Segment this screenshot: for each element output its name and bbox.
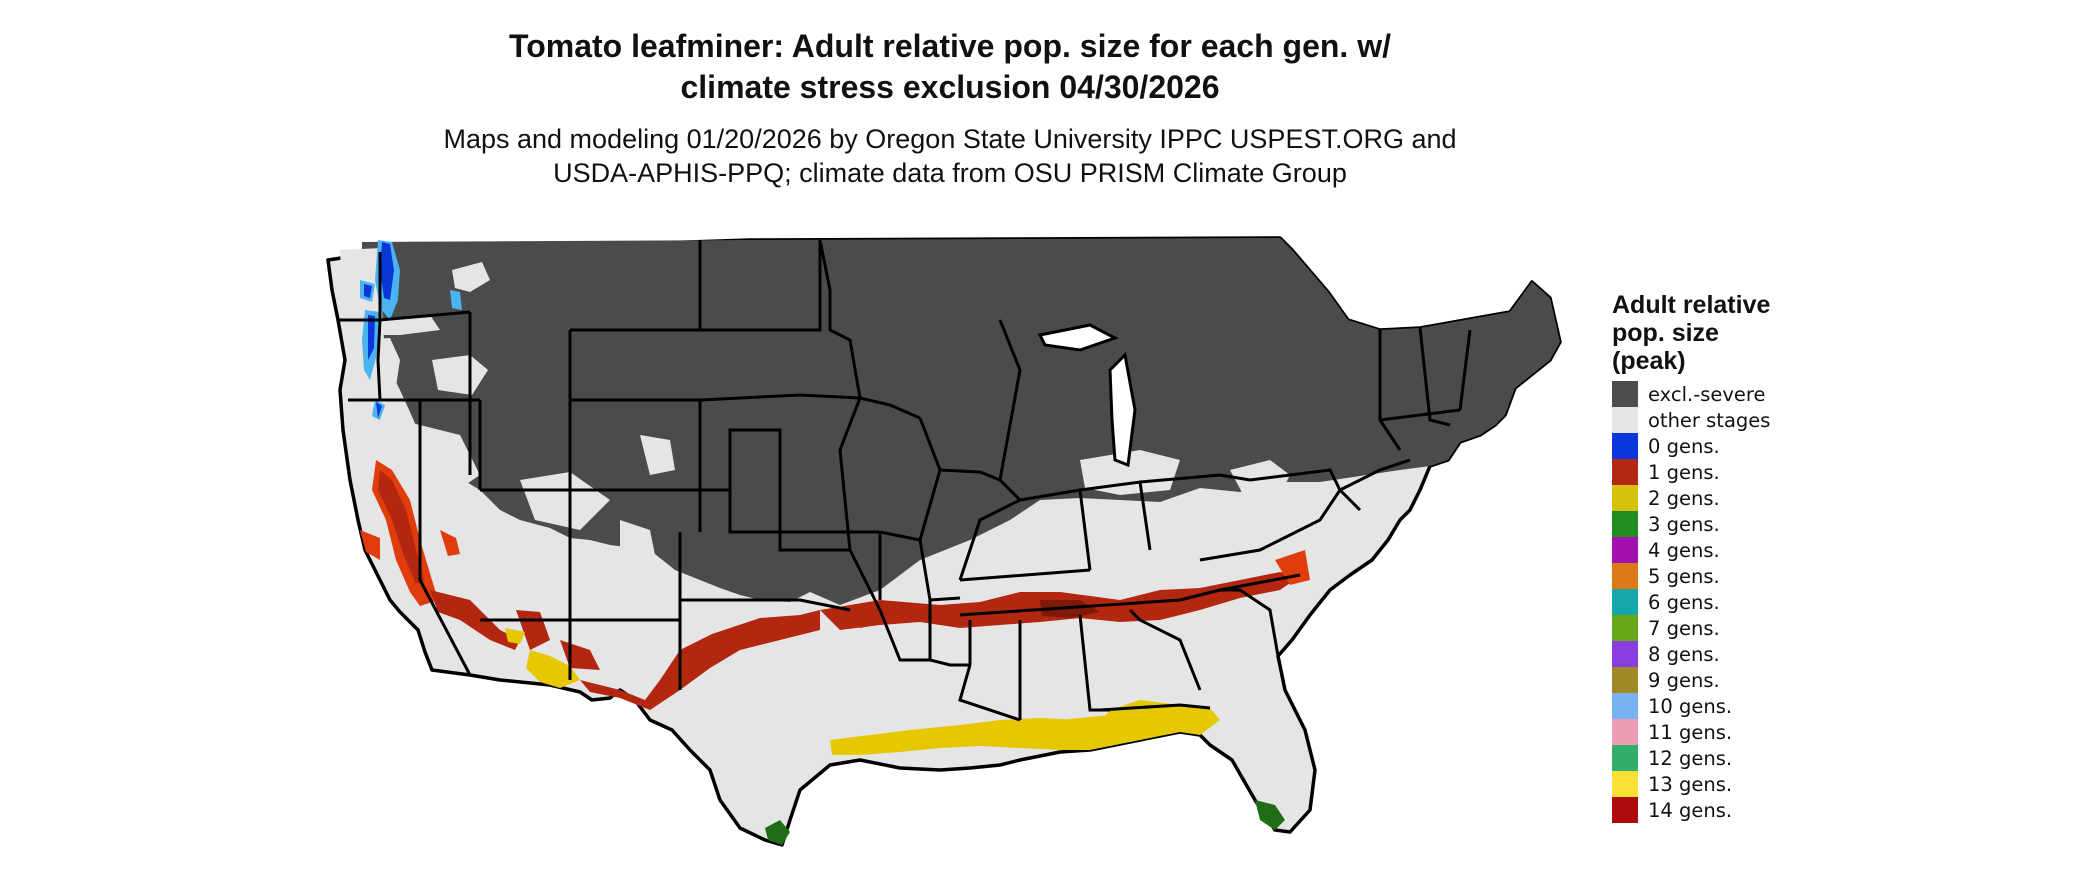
legend-swatch (1612, 771, 1638, 797)
legend-item: 1 gens. (1612, 459, 1912, 485)
legend-swatch (1612, 563, 1638, 589)
legend-item: 4 gens. (1612, 537, 1912, 563)
legend-title-line-3: (peak) (1612, 347, 1686, 375)
legend-label: 7 gens. (1648, 616, 1720, 640)
legend-item: 14 gens. (1612, 797, 1912, 823)
legend-item: 7 gens. (1612, 615, 1912, 641)
legend-item: other stages (1612, 407, 1912, 433)
legend-swatch (1612, 537, 1638, 563)
legend-label: other stages (1648, 408, 1771, 432)
legend-label: 10 gens. (1648, 694, 1733, 718)
legend-label: 13 gens. (1648, 772, 1733, 796)
legend-label: 6 gens. (1648, 590, 1720, 614)
legend-label: 11 gens. (1648, 720, 1733, 744)
legend-label: 5 gens. (1648, 564, 1720, 588)
legend-swatch (1612, 433, 1638, 459)
legend-swatch (1612, 589, 1638, 615)
legend-label: 8 gens. (1648, 642, 1720, 666)
legend-label: 3 gens. (1648, 512, 1720, 536)
legend-label: 12 gens. (1648, 746, 1733, 770)
legend-title: Adult relative pop. size (peak) (1612, 291, 1912, 375)
map-title: Tomato leafminer: Adult relative pop. si… (0, 26, 1900, 108)
legend-swatch (1612, 407, 1638, 433)
legend-item: 12 gens. (1612, 745, 1912, 771)
legend-swatch (1612, 745, 1638, 771)
map-subtitle: Maps and modeling 01/20/2026 by Oregon S… (0, 122, 1900, 190)
legend-item: 11 gens. (1612, 719, 1912, 745)
legend-swatch (1612, 459, 1638, 485)
legend-label: 2 gens. (1648, 486, 1720, 510)
legend-swatch (1612, 797, 1638, 823)
legend-title-line-1: Adult relative (1612, 291, 1771, 319)
map-legend: Adult relative pop. size (peak) excl.-se… (1612, 291, 1912, 823)
legend-item: 0 gens. (1612, 433, 1912, 459)
us-map (326, 236, 1562, 847)
state-borders (338, 239, 1472, 722)
legend-swatch (1612, 381, 1638, 407)
legend-item: 2 gens. (1612, 485, 1912, 511)
map-subtitle-line-2: USDA-APHIS-PPQ; climate data from OSU PR… (553, 158, 1347, 188)
legend-swatch (1612, 485, 1638, 511)
legend-swatch (1612, 667, 1638, 693)
legend-swatch (1612, 641, 1638, 667)
legend-item: 6 gens. (1612, 589, 1912, 615)
legend-item: excl.-severe (1612, 381, 1912, 407)
legend-title-line-2: pop. size (1612, 319, 1719, 347)
legend-label: 14 gens. (1648, 798, 1733, 822)
legend-item: 8 gens. (1612, 641, 1912, 667)
legend-label: 0 gens. (1648, 434, 1720, 458)
map-title-line-1: Tomato leafminer: Adult relative pop. si… (509, 28, 1391, 64)
three-gen-zones (765, 800, 1285, 845)
legend-label: 4 gens. (1648, 538, 1720, 562)
legend-items: excl.-severe other stages 0 gens. 1 gens. 2 … (1612, 381, 1912, 823)
legend-swatch (1612, 511, 1638, 537)
legend-swatch (1612, 693, 1638, 719)
legend-swatch (1612, 615, 1638, 641)
legend-item: 3 gens. (1612, 511, 1912, 537)
two-gen-zones (505, 628, 1220, 755)
map-title-line-2: climate stress exclusion 04/30/2026 (680, 69, 1220, 105)
map-subtitle-line-1: Maps and modeling 01/20/2026 by Oregon S… (443, 124, 1457, 154)
legend-label: 1 gens. (1648, 460, 1720, 484)
legend-item: 10 gens. (1612, 693, 1912, 719)
legend-label: excl.-severe (1648, 382, 1766, 406)
legend-label: 9 gens. (1648, 668, 1720, 692)
great-lakes (1037, 323, 1137, 468)
legend-item: 5 gens. (1612, 563, 1912, 589)
legend-item: 9 gens. (1612, 667, 1912, 693)
legend-swatch (1612, 719, 1638, 745)
legend-item: 13 gens. (1612, 771, 1912, 797)
